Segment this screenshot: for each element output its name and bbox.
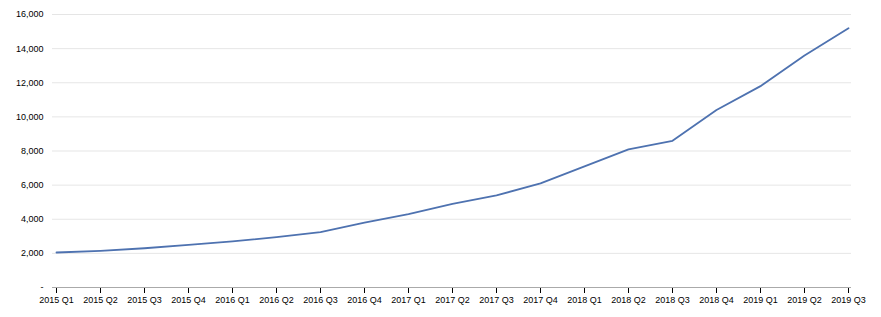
svg-text:12,000: 12,000 bbox=[16, 78, 44, 88]
svg-text:2016 Q4: 2016 Q4 bbox=[347, 295, 382, 305]
svg-text:2019 Q1: 2019 Q1 bbox=[743, 295, 778, 305]
svg-text:16,000: 16,000 bbox=[16, 9, 44, 19]
svg-text:2017 Q4: 2017 Q4 bbox=[523, 295, 558, 305]
svg-text:-: - bbox=[41, 282, 44, 292]
svg-text:2016 Q3: 2016 Q3 bbox=[303, 295, 338, 305]
svg-text:2017 Q3: 2017 Q3 bbox=[479, 295, 514, 305]
svg-text:4,000: 4,000 bbox=[21, 214, 44, 224]
svg-text:2019 Q3: 2019 Q3 bbox=[831, 295, 866, 305]
svg-text:2016 Q2: 2016 Q2 bbox=[259, 295, 294, 305]
svg-text:14,000: 14,000 bbox=[16, 44, 44, 54]
svg-text:2018 Q1: 2018 Q1 bbox=[567, 295, 602, 305]
svg-text:2015 Q1: 2015 Q1 bbox=[39, 295, 74, 305]
svg-text:2,000: 2,000 bbox=[21, 248, 44, 258]
svg-text:2015 Q2: 2015 Q2 bbox=[83, 295, 118, 305]
svg-text:10,000: 10,000 bbox=[16, 112, 44, 122]
svg-text:2017 Q1: 2017 Q1 bbox=[391, 295, 426, 305]
svg-text:2015 Q3: 2015 Q3 bbox=[127, 295, 162, 305]
svg-text:2015 Q4: 2015 Q4 bbox=[171, 295, 206, 305]
svg-text:2019 Q2: 2019 Q2 bbox=[787, 295, 822, 305]
svg-text:8,000: 8,000 bbox=[21, 146, 44, 156]
svg-text:2018 Q4: 2018 Q4 bbox=[699, 295, 734, 305]
svg-text:2018 Q3: 2018 Q3 bbox=[655, 295, 690, 305]
svg-text:2018 Q2: 2018 Q2 bbox=[611, 295, 646, 305]
svg-text:6,000: 6,000 bbox=[21, 180, 44, 190]
svg-text:2017 Q2: 2017 Q2 bbox=[435, 295, 470, 305]
svg-text:2016 Q1: 2016 Q1 bbox=[215, 295, 250, 305]
